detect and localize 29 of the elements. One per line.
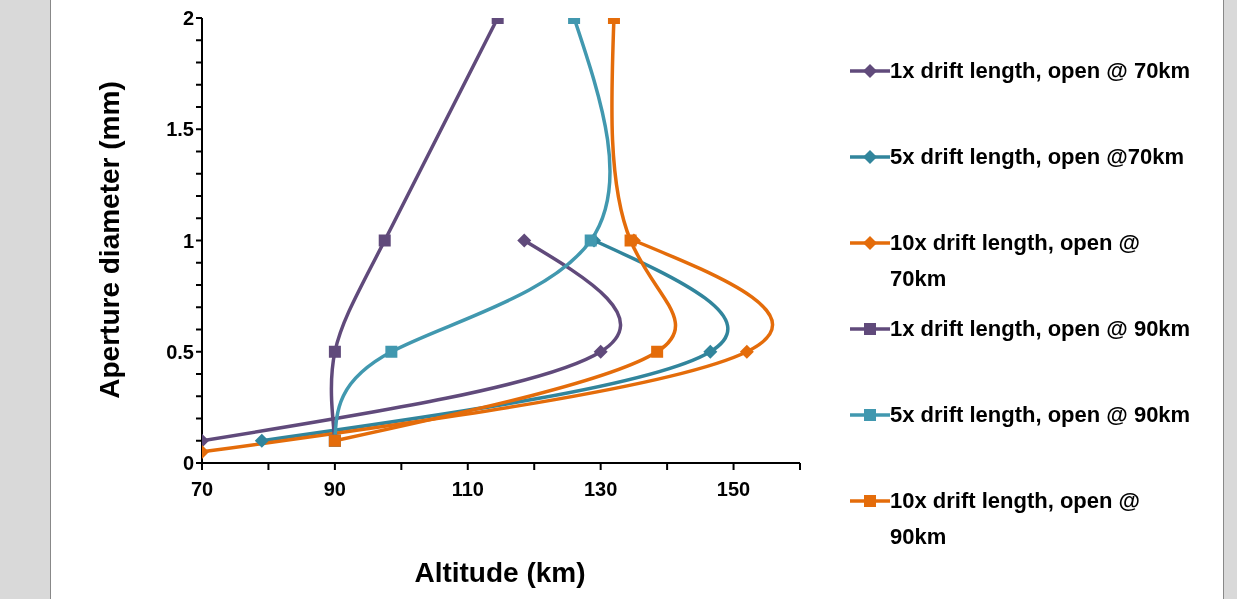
legend-label: 10x drift length, open @ 90km: [890, 487, 1142, 551]
point: [378, 234, 391, 247]
legend-label: 1x drift length, open @ 90km: [890, 315, 1191, 343]
legend-label: 5x drift length, open @70km: [890, 143, 1185, 171]
point: [385, 345, 398, 358]
x-tick-label: 110: [451, 478, 484, 501]
point: [703, 344, 718, 359]
y-axis-title: Aperture diameter (mm): [94, 81, 126, 399]
x-tick-label: 150: [716, 478, 751, 501]
legend-label: 5x drift length, open @ 90km: [890, 401, 1191, 429]
y-tick-label: 0: [182, 452, 194, 475]
point: [254, 433, 269, 448]
y-tick-label: 2: [182, 7, 194, 30]
x-tick-label: 70: [190, 478, 214, 501]
point: [739, 344, 754, 359]
point: [651, 345, 664, 358]
y-tick-label: 1.5: [166, 118, 194, 141]
point: [328, 345, 341, 358]
x-tick-label: 90: [323, 478, 347, 501]
point: [624, 234, 637, 247]
point: [593, 344, 608, 359]
point: [517, 233, 532, 248]
legend-label: 10x drift length, open @ 70km: [890, 229, 1142, 293]
point: [584, 234, 597, 247]
x-axis-title: Altitude (km): [414, 557, 586, 589]
legend-label: 1x drift length, open @ 70km: [890, 57, 1191, 85]
y-tick-label: 1: [182, 229, 194, 252]
y-tick-label: 0.5: [166, 340, 194, 363]
x-tick-label: 130: [583, 478, 618, 501]
